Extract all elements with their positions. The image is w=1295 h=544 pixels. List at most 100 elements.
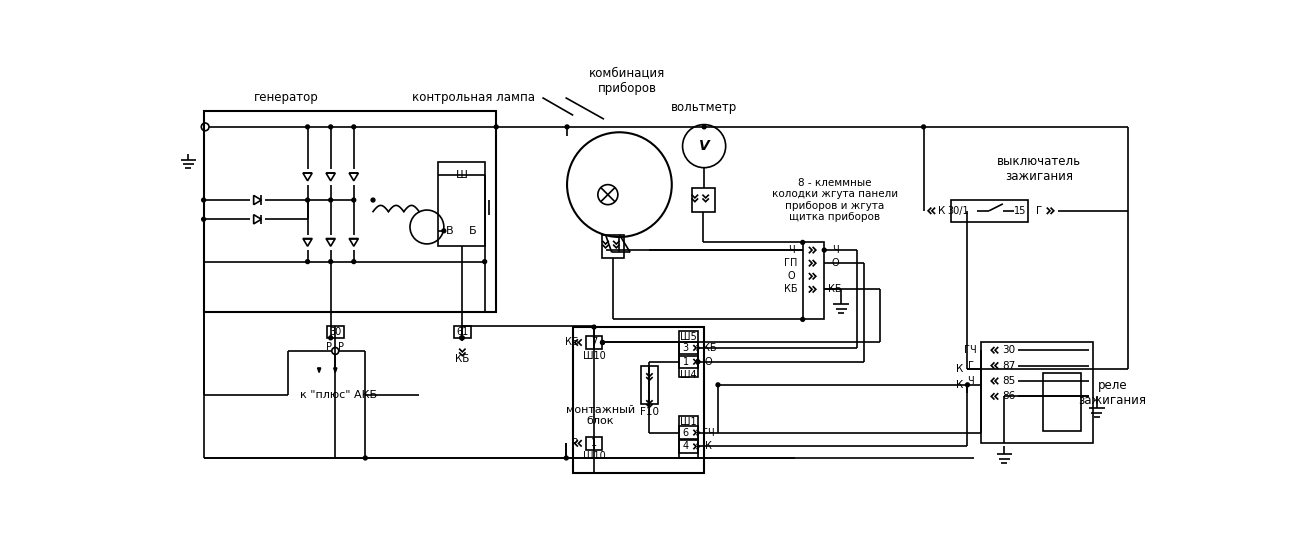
Text: 8 - клеммные
колодки жгута панели
приборов и жгута
щитка приборов: 8 - клеммные колодки жгута панели прибор… (772, 178, 897, 222)
Circle shape (352, 125, 356, 129)
Bar (680, 440, 698, 453)
Bar (680, 416, 698, 458)
Text: ГП: ГП (785, 258, 798, 268)
Polygon shape (254, 195, 262, 205)
Bar (439, 162, 484, 246)
Bar (585, 437, 602, 449)
Circle shape (483, 259, 487, 263)
Polygon shape (326, 173, 335, 181)
Polygon shape (303, 238, 312, 246)
Circle shape (306, 198, 310, 202)
Circle shape (329, 198, 333, 202)
Polygon shape (317, 368, 321, 373)
Text: 1: 1 (682, 357, 689, 367)
Text: V: V (699, 139, 710, 153)
Circle shape (592, 325, 596, 329)
Text: 6: 6 (682, 428, 689, 437)
Text: КБ: КБ (565, 337, 579, 348)
Text: 15: 15 (1014, 206, 1026, 216)
Circle shape (495, 125, 499, 129)
Circle shape (822, 248, 826, 252)
Text: 1: 1 (591, 438, 597, 448)
Circle shape (442, 229, 445, 233)
Bar (203, 112, 496, 312)
Text: О: О (704, 357, 712, 367)
Circle shape (352, 198, 356, 202)
Text: Г: Г (967, 361, 974, 370)
Circle shape (460, 336, 464, 340)
Text: В: В (447, 226, 453, 236)
Circle shape (352, 259, 356, 263)
Polygon shape (350, 238, 359, 246)
Circle shape (364, 456, 368, 460)
Circle shape (922, 125, 926, 129)
Circle shape (306, 125, 310, 129)
Circle shape (306, 259, 310, 263)
Text: Р: Р (572, 438, 578, 448)
Text: контрольная лампа: контрольная лампа (412, 91, 535, 104)
Circle shape (966, 383, 970, 387)
Bar (1042, 373, 1081, 431)
Bar (602, 234, 624, 258)
Circle shape (372, 198, 376, 202)
Bar (574, 327, 704, 473)
Text: О: О (787, 271, 795, 281)
Circle shape (565, 125, 569, 129)
Text: монтажный
блок: монтажный блок (566, 405, 635, 426)
Text: К: К (706, 441, 712, 452)
Bar (692, 188, 715, 212)
Text: КБ: КБ (785, 285, 798, 294)
Polygon shape (254, 215, 262, 224)
Circle shape (800, 240, 804, 244)
Bar (951, 200, 1027, 221)
Text: 30: 30 (1002, 345, 1015, 355)
Text: 4: 4 (682, 441, 689, 452)
Bar (326, 325, 343, 338)
Text: F10: F10 (640, 407, 659, 417)
Text: реле
зажигания: реле зажигания (1079, 379, 1146, 406)
Circle shape (329, 125, 333, 129)
Circle shape (461, 336, 465, 340)
Bar (680, 356, 698, 368)
Text: Г: Г (1036, 206, 1042, 216)
Bar (680, 331, 698, 377)
Text: Ш4: Ш4 (680, 370, 697, 380)
Bar (803, 243, 824, 319)
Bar (585, 336, 602, 349)
Text: КБ: КБ (829, 285, 842, 294)
Text: К: К (956, 364, 963, 374)
Text: Ш10: Ш10 (583, 452, 605, 461)
Text: Ш5: Ш5 (680, 332, 697, 342)
Text: КБ: КБ (703, 343, 717, 353)
Text: комбинация
приборов: комбинация приборов (589, 66, 666, 95)
Text: Б: Б (469, 226, 477, 236)
Text: Ч: Ч (787, 245, 795, 255)
Circle shape (800, 318, 804, 322)
Text: К: К (956, 380, 963, 390)
Bar (641, 366, 658, 404)
Text: 30: 30 (329, 327, 342, 337)
Text: Р: Р (326, 342, 332, 352)
Polygon shape (326, 238, 335, 246)
Text: вольтметр: вольтметр (671, 101, 737, 114)
Text: 61: 61 (456, 327, 469, 337)
Bar (453, 325, 471, 338)
Bar (680, 426, 698, 438)
Polygon shape (303, 173, 312, 181)
Circle shape (695, 360, 699, 363)
Text: Ш: Ш (456, 170, 467, 181)
Text: ГЧ: ГЧ (702, 428, 715, 437)
Text: К: К (938, 206, 945, 216)
Bar (680, 342, 698, 354)
Circle shape (565, 456, 569, 460)
Circle shape (329, 336, 333, 340)
Text: Ч: Ч (831, 245, 838, 255)
Text: 3: 3 (682, 343, 689, 353)
Text: к "плюс" АКБ: к "плюс" АКБ (300, 390, 377, 400)
Circle shape (716, 383, 720, 387)
Text: Ч: Ч (967, 376, 974, 386)
Circle shape (601, 341, 605, 344)
Bar (982, 343, 1093, 443)
Circle shape (601, 341, 605, 344)
Text: ГЧ: ГЧ (965, 345, 976, 355)
